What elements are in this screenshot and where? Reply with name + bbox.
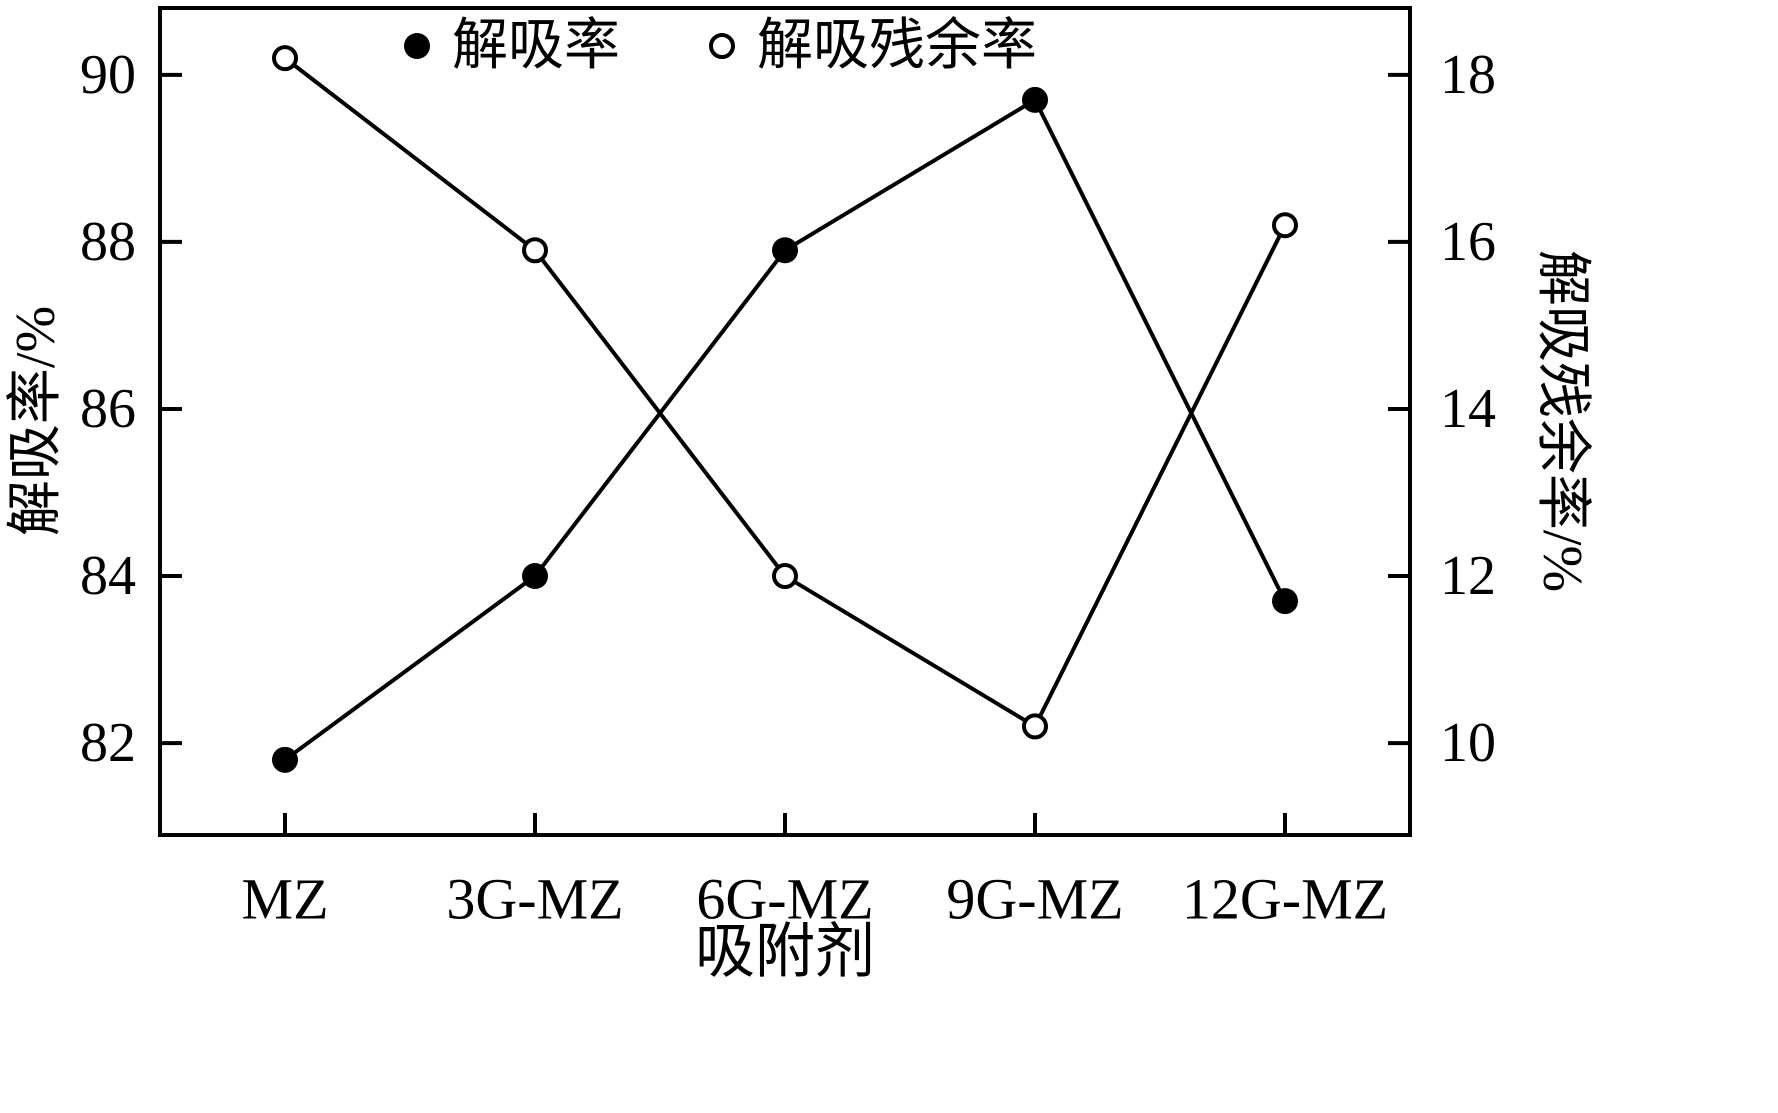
plot-border — [158, 6, 1412, 837]
data-point-filled — [272, 746, 298, 773]
right-tick-label: 14 — [1440, 378, 1496, 440]
left-tick-label: 84 — [80, 545, 136, 607]
data-point-filled — [1022, 86, 1048, 113]
data-point-open — [272, 45, 298, 72]
x-tick-label: MZ — [242, 867, 329, 932]
right-tick-label: 12 — [1440, 545, 1496, 607]
x-tick-label: 9G-MZ — [946, 867, 1123, 932]
legend-label-desorption-residual-rate: 解吸残余率 — [757, 15, 1037, 77]
series-line-right — [283, 56, 1287, 730]
right-tick-label: 18 — [1440, 44, 1496, 106]
data-series — [272, 45, 1298, 773]
legend-label-desorption-rate: 解吸率 — [452, 15, 620, 77]
data-point-filled — [772, 237, 798, 264]
data-point-open — [772, 563, 798, 590]
data-point-open — [522, 237, 548, 264]
x-tick-label: 3G-MZ — [446, 867, 623, 932]
axis-ticks — [160, 72, 1410, 835]
left-axis-title: 解吸率/% — [5, 306, 67, 536]
left-tick-label: 86 — [80, 378, 136, 440]
data-point-filled — [1272, 588, 1298, 615]
data-point-open — [1272, 212, 1298, 239]
right-tick-label: 16 — [1440, 211, 1496, 273]
legend-marker-open-circle-icon — [709, 33, 735, 59]
axis-tick-labels: 82 84 86 88 90 10 12 14 16 18 MZ 3G-MZ 6G-MZ 9G-MZ 12G… — [80, 44, 1496, 932]
x-tick-label: 12G-MZ — [1182, 867, 1388, 932]
right-tick-label: 10 — [1440, 712, 1496, 774]
right-axis-title: 解吸残余率/% — [1531, 250, 1593, 592]
x-tick-label: 6G-MZ — [696, 867, 873, 932]
data-point-filled — [522, 563, 548, 590]
legend: 解吸率 解吸残余率 — [404, 15, 1037, 77]
left-tick-label: 90 — [80, 44, 136, 106]
data-point-open — [1022, 713, 1048, 740]
series-line-left — [283, 97, 1287, 762]
left-tick-label: 88 — [80, 211, 136, 273]
left-tick-label: 82 — [80, 712, 136, 774]
x-axis-title: 吸附剂 — [695, 919, 875, 985]
legend-marker-filled-circle-icon — [404, 33, 430, 59]
